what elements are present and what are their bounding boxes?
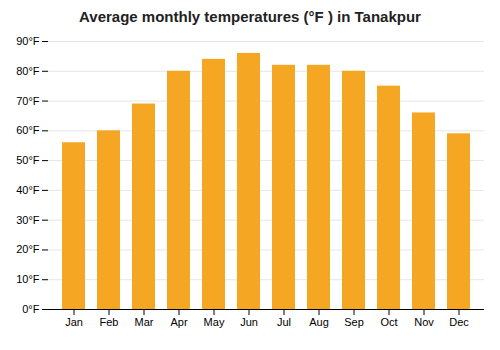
svg-text:Mar: Mar: [135, 316, 154, 328]
svg-text:10°F: 10°F: [16, 273, 40, 285]
svg-text:20°F: 20°F: [16, 243, 40, 255]
svg-text:Nov: Nov: [414, 316, 434, 328]
svg-text:Jan: Jan: [65, 316, 83, 328]
svg-text:30°F: 30°F: [16, 214, 40, 226]
svg-text:70°F: 70°F: [16, 95, 40, 107]
svg-text:80°F: 80°F: [16, 65, 40, 77]
svg-text:Feb: Feb: [100, 316, 119, 328]
svg-text:Sep: Sep: [344, 316, 364, 328]
svg-text:Dec: Dec: [449, 316, 469, 328]
svg-text:60°F: 60°F: [16, 124, 40, 136]
svg-text:0°F: 0°F: [22, 303, 40, 315]
svg-text:40°F: 40°F: [16, 184, 40, 196]
svg-text:May: May: [204, 316, 225, 328]
html-text:Average monthly temperatures (: Average monthly temperatures (°F ) in Ta…: [79, 8, 421, 25]
svg-text:Jul: Jul: [277, 316, 291, 328]
svg-text:90°F: 90°F: [16, 35, 40, 47]
svg-text:50°F: 50°F: [16, 154, 40, 166]
svg-text:Oct: Oct: [380, 316, 397, 328]
svg-text:Jun: Jun: [240, 316, 258, 328]
svg-text:Apr: Apr: [170, 316, 187, 328]
svg-text:Aug: Aug: [309, 316, 329, 328]
